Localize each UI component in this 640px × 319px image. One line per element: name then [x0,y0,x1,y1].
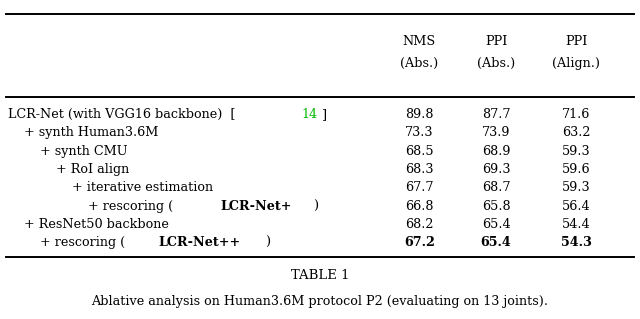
Text: + iterative estimation: + iterative estimation [8,181,213,194]
Text: + rescoring (: + rescoring ( [8,200,173,213]
Text: + ResNet50 backbone: + ResNet50 backbone [8,218,168,231]
Text: 73.3: 73.3 [405,126,433,139]
Text: LCR-Net+: LCR-Net+ [221,200,292,213]
Text: NMS: NMS [403,35,436,48]
Text: 59.6: 59.6 [562,163,590,176]
Text: 14: 14 [301,108,317,121]
Text: LCR-Net (with VGG16 backbone)  [: LCR-Net (with VGG16 backbone) [ [8,108,235,121]
Text: 68.9: 68.9 [482,145,510,158]
Text: 68.2: 68.2 [405,218,433,231]
Text: (Align.): (Align.) [552,57,600,70]
Text: 68.3: 68.3 [405,163,433,176]
Text: 54.4: 54.4 [562,218,590,231]
Text: 54.3: 54.3 [561,236,591,249]
Text: PPI: PPI [565,35,587,48]
Text: 66.8: 66.8 [405,200,433,213]
Text: Ablative analysis on Human3.6M protocol P2 (evaluating on 13 joints).: Ablative analysis on Human3.6M protocol … [92,295,548,308]
Text: 67.2: 67.2 [404,236,435,249]
Text: 67.7: 67.7 [405,181,433,194]
Text: + RoI align: + RoI align [8,163,129,176]
Text: 68.7: 68.7 [482,181,510,194]
Text: ): ) [265,236,270,249]
Text: 56.4: 56.4 [562,200,590,213]
Text: + synth CMU: + synth CMU [8,145,127,158]
Text: + rescoring (: + rescoring ( [8,236,125,249]
Text: 63.2: 63.2 [562,126,590,139]
Text: 65.4: 65.4 [482,218,510,231]
Text: 59.3: 59.3 [562,145,590,158]
Text: 68.5: 68.5 [405,145,433,158]
Text: 87.7: 87.7 [482,108,510,121]
Text: 69.3: 69.3 [482,163,510,176]
Text: ): ) [313,200,318,213]
Text: (Abs.): (Abs.) [400,57,438,70]
Text: 89.8: 89.8 [405,108,433,121]
Text: TABLE 1: TABLE 1 [291,270,349,282]
Text: + synth Human3.6M: + synth Human3.6M [8,126,158,139]
Text: ]: ] [322,108,327,121]
Text: 71.6: 71.6 [562,108,590,121]
Text: LCR-Net++: LCR-Net++ [159,236,241,249]
Text: (Abs.): (Abs.) [477,57,515,70]
Text: 59.3: 59.3 [562,181,590,194]
Text: 65.8: 65.8 [482,200,510,213]
Text: 73.9: 73.9 [482,126,510,139]
Text: PPI: PPI [485,35,507,48]
Text: 65.4: 65.4 [481,236,511,249]
